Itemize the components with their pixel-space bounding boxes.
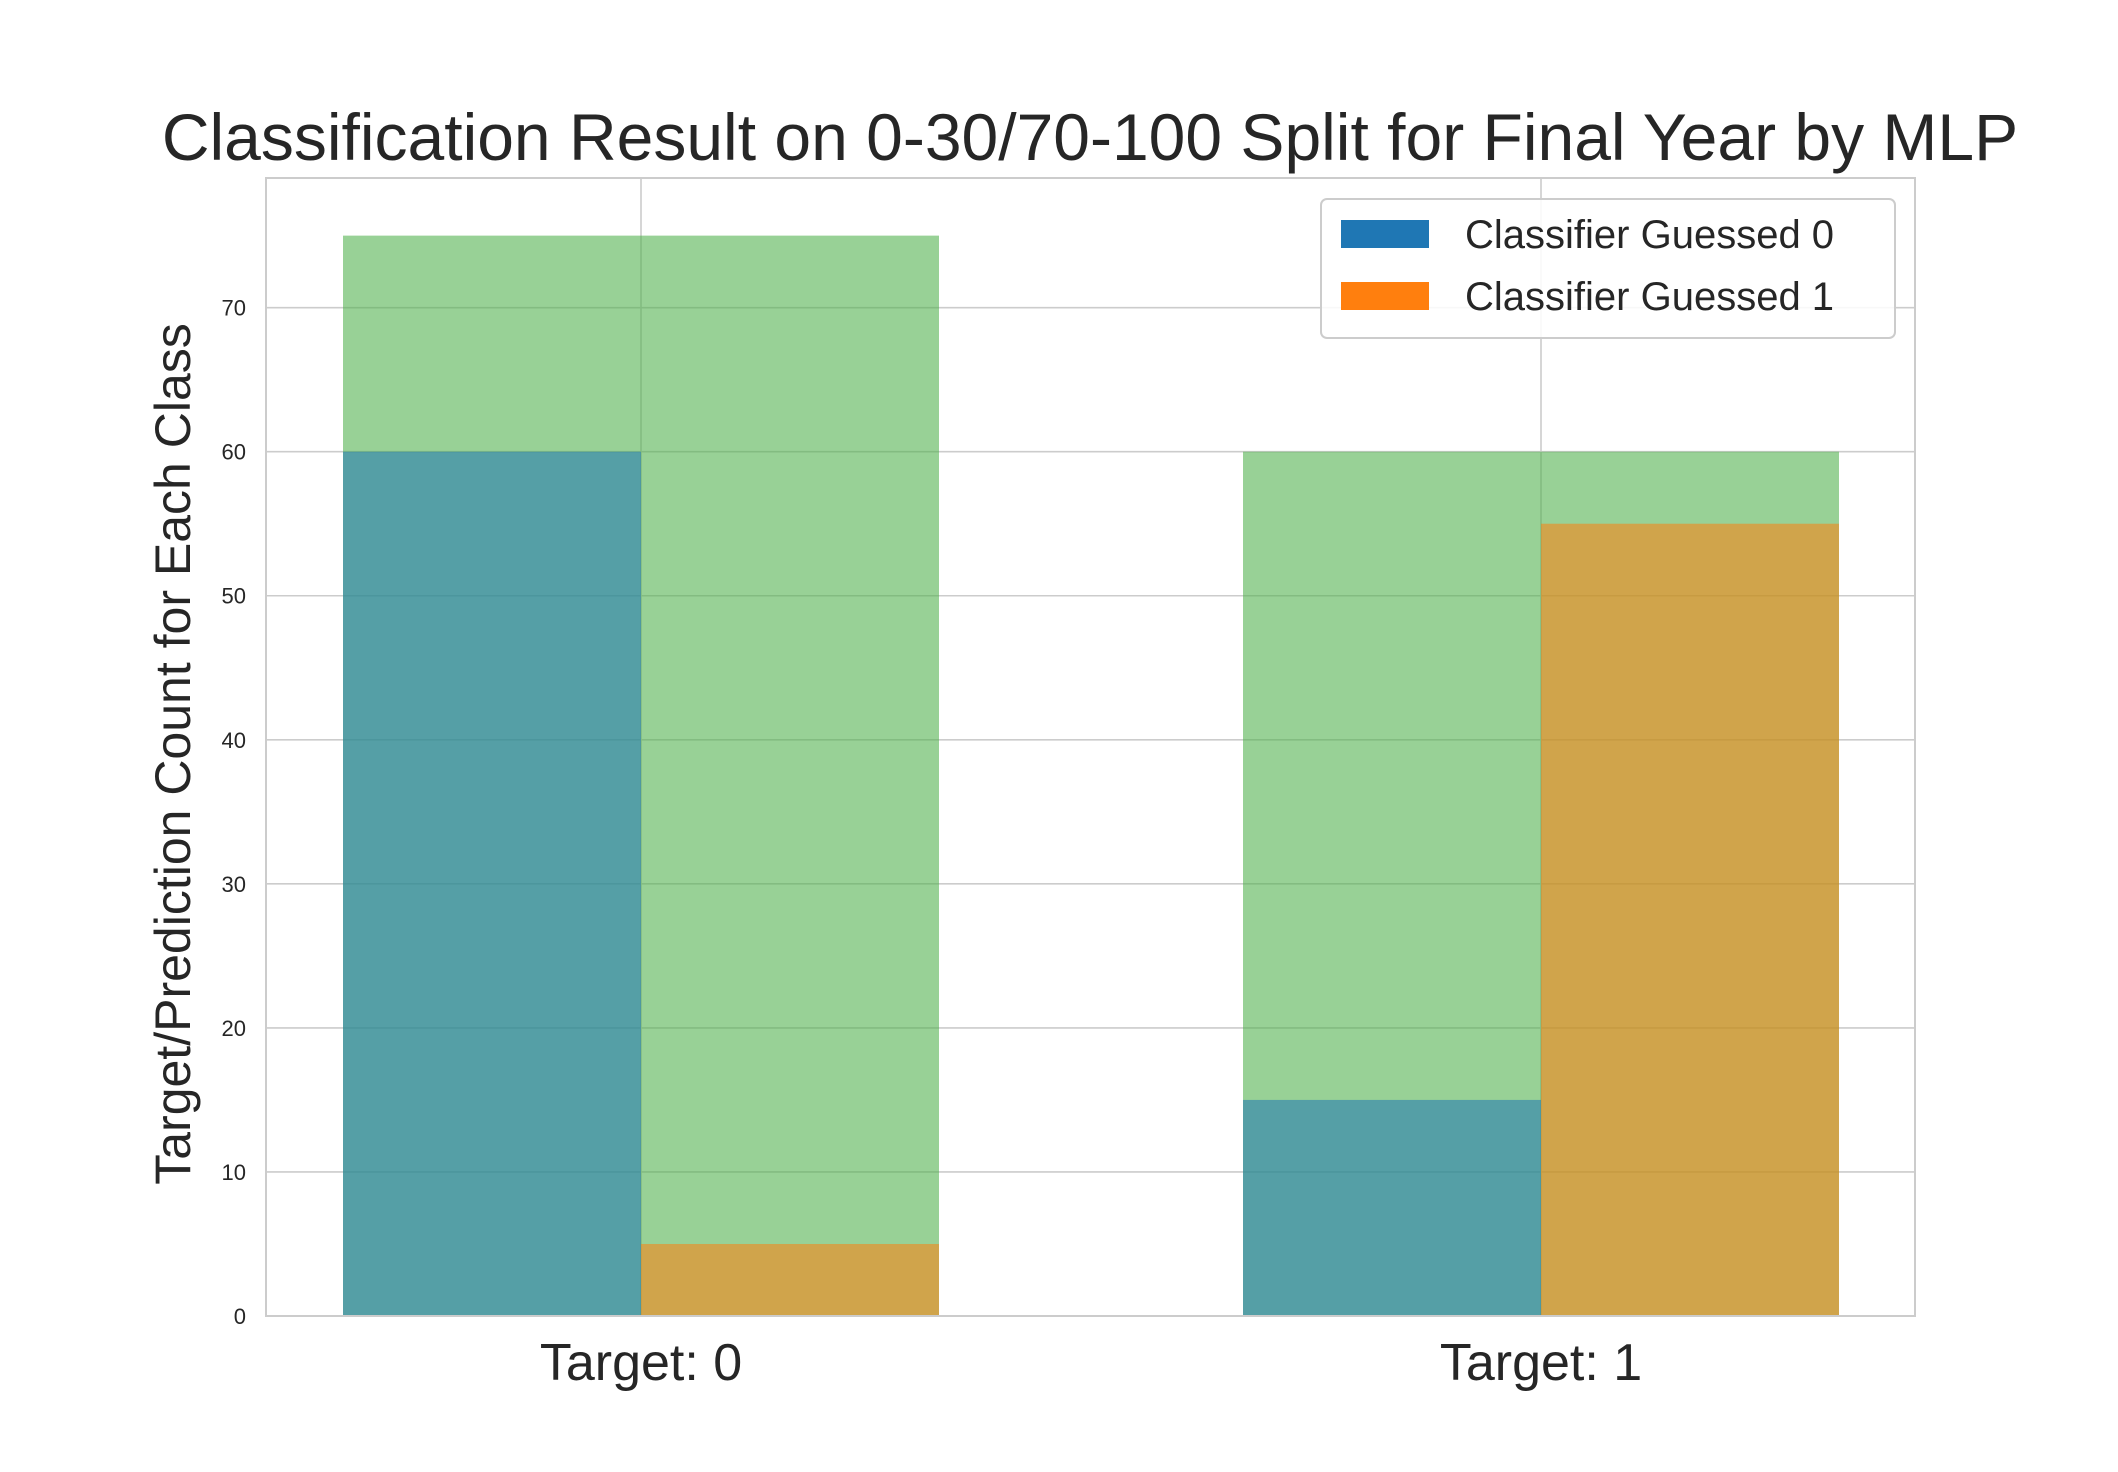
legend-swatch [1341, 220, 1429, 248]
y-tick-label: 60 [222, 440, 246, 465]
prediction-bar [1541, 523, 1839, 1316]
y-tick-label: 10 [222, 1160, 246, 1185]
legend-label: Classifier Guessed 0 [1465, 213, 1834, 257]
prediction-bar [343, 451, 641, 1317]
legend-box [1320, 198, 1896, 339]
y-tick-label: 20 [222, 1016, 246, 1041]
bars [343, 235, 1839, 1317]
y-tick-label: 50 [222, 584, 246, 609]
legend-label: Classifier Guessed 1 [1465, 275, 1834, 319]
legend-swatch [1341, 282, 1429, 310]
y-tick-label: 30 [222, 872, 246, 897]
y-axis-label: Target/Prediction Count for Each Class [145, 323, 201, 1185]
y-axis-ticks: 0 10 20 30 40 50 60 70 [222, 296, 246, 1329]
prediction-bar [1243, 1099, 1541, 1316]
y-tick-label: 70 [222, 296, 246, 321]
plot-frame [265, 177, 1916, 1317]
chart-title: Classification Result on 0-30/70-100 Spl… [162, 100, 2018, 174]
y-tick-label: 0 [234, 1304, 246, 1329]
x-tick-label: Target: 1 [1440, 1334, 1642, 1392]
x-axis-ticks: Target: 0 Target: 1 [540, 1334, 1642, 1392]
plot-border [265, 177, 1916, 1317]
x-tick-label: Target: 0 [540, 1334, 742, 1392]
legend: Classifier Guessed 0 Classifier Guessed 1 [1320, 198, 1896, 339]
prediction-bar [641, 1243, 939, 1316]
y-tick-label: 40 [222, 728, 246, 753]
